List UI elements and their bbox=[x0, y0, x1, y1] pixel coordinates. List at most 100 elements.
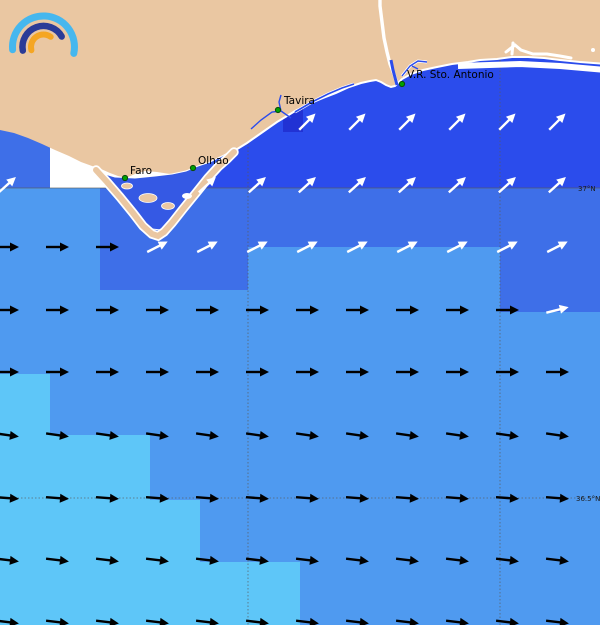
wind-arrow bbox=[548, 176, 566, 194]
city-dot bbox=[274, 106, 282, 114]
city-dot bbox=[398, 80, 406, 88]
wind-arrow bbox=[395, 430, 419, 440]
logo-arc-inner bbox=[28, 31, 54, 54]
wind-arrow bbox=[95, 555, 119, 565]
wind-arrow bbox=[395, 555, 419, 565]
wind-arrow bbox=[496, 305, 519, 315]
creek bbox=[401, 60, 428, 77]
wind-arrow bbox=[446, 305, 469, 315]
wind-arrow bbox=[195, 493, 219, 503]
wind-arrow bbox=[245, 555, 269, 565]
wind-arrow bbox=[0, 367, 19, 377]
wind-arrow bbox=[545, 493, 569, 503]
wind-arrow bbox=[448, 176, 466, 194]
wind-arrow bbox=[346, 241, 368, 254]
wind-arrow bbox=[46, 242, 69, 252]
wind-arrow bbox=[195, 555, 219, 565]
wind-arrow bbox=[295, 430, 319, 440]
wind-arrow bbox=[495, 493, 519, 503]
wind-arrow bbox=[145, 430, 169, 440]
wind-arrow bbox=[296, 367, 319, 377]
wind-arrow bbox=[546, 304, 569, 314]
wind-arrow bbox=[0, 555, 19, 565]
wind-arrow bbox=[46, 305, 69, 315]
rivers bbox=[250, 0, 428, 130]
wind-arrow bbox=[348, 113, 366, 131]
lagoon-islet bbox=[138, 193, 158, 203]
wind-arrow bbox=[395, 493, 419, 503]
coastline-stroke bbox=[233, 56, 600, 152]
wind-arrow bbox=[0, 176, 16, 194]
wind-arrow bbox=[45, 555, 69, 565]
wind-arrow bbox=[346, 305, 369, 315]
wind-arrow bbox=[96, 242, 119, 252]
wind-arrow bbox=[196, 367, 219, 377]
latitude-label: 36.5°N bbox=[576, 495, 600, 503]
rainbow-logo bbox=[9, 12, 78, 57]
wind-arrow bbox=[345, 430, 369, 440]
wind-arrow bbox=[295, 493, 319, 503]
wind-arrow bbox=[498, 176, 516, 194]
river-guadiana-mouth bbox=[389, 59, 399, 86]
wind-arrow bbox=[445, 555, 469, 565]
city-markers: Faro Olhao Tavira V.R. Sto. Antonio bbox=[121, 69, 494, 182]
wind-arrow bbox=[245, 493, 269, 503]
wind-arrow bbox=[146, 367, 169, 377]
wind-arrow bbox=[398, 176, 416, 194]
wind-arrow bbox=[146, 241, 168, 254]
city-dot bbox=[121, 174, 129, 182]
wind-arrow bbox=[346, 367, 369, 377]
wind-arrow bbox=[495, 555, 519, 565]
wind-arrow bbox=[196, 305, 219, 315]
wind-arrow bbox=[445, 430, 469, 440]
latitude-label: 37°N bbox=[578, 185, 596, 193]
wind-arrow bbox=[546, 241, 568, 254]
wind-arrow bbox=[95, 430, 119, 440]
wind-arrow bbox=[298, 176, 316, 194]
wind-arrow bbox=[545, 555, 569, 565]
swell-cell bbox=[100, 247, 248, 290]
wind-arrow bbox=[396, 241, 418, 254]
land-polygon bbox=[0, 0, 600, 178]
wind-arrow bbox=[145, 493, 169, 503]
swell-cell bbox=[0, 435, 150, 500]
city-label: Tavira bbox=[283, 95, 315, 107]
wind-arrow bbox=[45, 493, 69, 503]
marsh-dot bbox=[591, 48, 595, 52]
swell-cell bbox=[500, 247, 600, 312]
wind-arrow bbox=[296, 305, 319, 315]
wind-arrow bbox=[445, 493, 469, 503]
wind-arrow bbox=[396, 367, 419, 377]
coastal-flats bbox=[457, 60, 600, 73]
wind-arrow bbox=[196, 241, 218, 254]
wind-arrow bbox=[146, 305, 169, 315]
wind-arrow bbox=[446, 241, 468, 254]
wind-arrow bbox=[396, 305, 419, 315]
wind-arrow bbox=[398, 113, 416, 131]
wind-arrow bbox=[0, 430, 19, 440]
logo-arc-middle bbox=[19, 22, 65, 54]
latitude-labels: 37°N 36.5°N bbox=[576, 185, 600, 503]
wind-arrow bbox=[245, 430, 269, 440]
wind-arrow bbox=[295, 555, 319, 565]
wind-arrow bbox=[345, 555, 369, 565]
wind-arrow bbox=[296, 241, 318, 254]
wind-arrow bbox=[246, 305, 269, 315]
wind-arrow bbox=[195, 430, 219, 440]
wind-arrow bbox=[495, 430, 519, 440]
wind-arrow bbox=[96, 367, 119, 377]
barrier-island bbox=[93, 149, 237, 240]
wind-arrow bbox=[0, 493, 19, 503]
lagoon-islet bbox=[161, 202, 175, 210]
wind-arrow bbox=[348, 176, 366, 194]
wind-arrow bbox=[546, 367, 569, 377]
logo-arc-outer bbox=[9, 12, 78, 57]
lagoon-sandbank bbox=[182, 193, 192, 199]
swell-cell bbox=[0, 500, 200, 562]
city-label: V.R. Sto. Antonio bbox=[407, 69, 494, 81]
swell-cell bbox=[0, 374, 50, 435]
swell-cell bbox=[0, 562, 300, 625]
wind-arrow bbox=[96, 305, 119, 315]
